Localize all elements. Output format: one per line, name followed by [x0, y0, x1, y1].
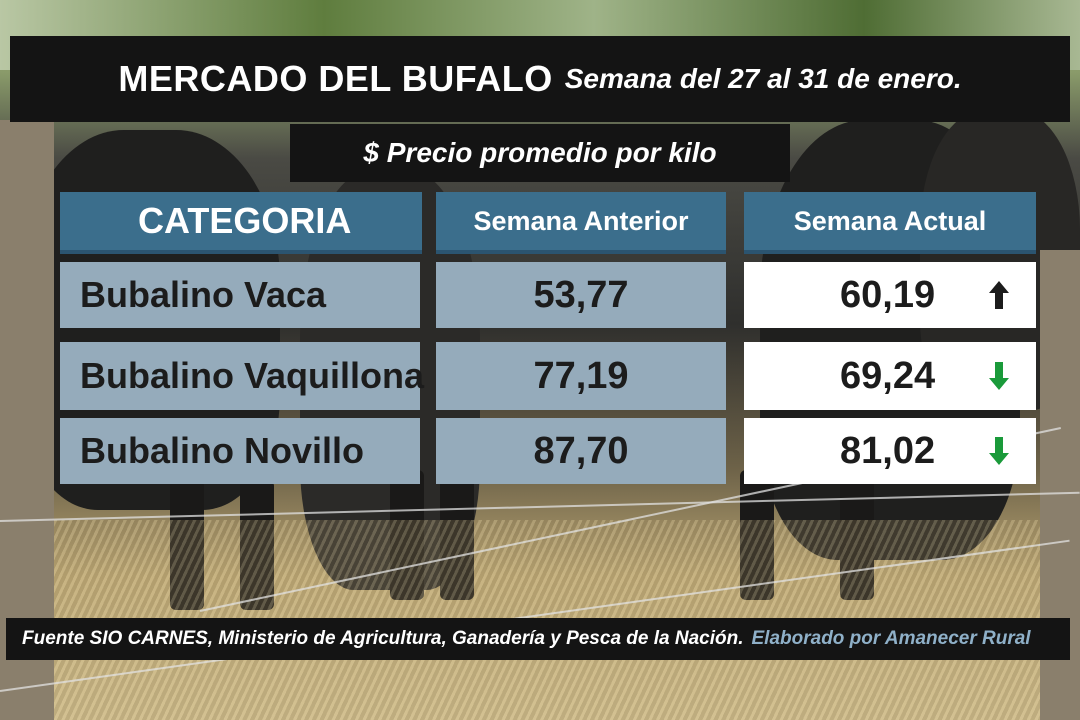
row-previous-value: 53,77 — [436, 262, 726, 328]
row-current-value: 69,24 — [840, 354, 936, 397]
arrow-down-icon — [988, 360, 1010, 392]
row-category-label: Bubalino Novillo — [60, 418, 420, 484]
buffalo-leg — [440, 470, 474, 600]
arrow-up-icon — [988, 279, 1010, 311]
source-footer: Fuente SIO CARNES, Ministerio de Agricul… — [6, 618, 1070, 660]
row-category-label: Bubalino Vaca — [60, 262, 420, 328]
row-previous-value: 87,70 — [436, 418, 726, 484]
row-current-value: 60,19 — [840, 273, 936, 316]
buffalo-leg — [390, 470, 424, 600]
title-banner: MERCADO DEL BUFALO Semana del 27 al 31 d… — [10, 36, 1070, 122]
buffalo-leg — [240, 480, 274, 610]
column-header-previous-week: Semana Anterior — [436, 192, 726, 254]
row-current-cell: 60,19 — [744, 262, 1036, 328]
column-header-category: CATEGORIA — [60, 192, 422, 254]
arrow-down-icon — [988, 435, 1010, 467]
source-text: Fuente SIO CARNES, Ministerio de Agricul… — [22, 628, 744, 649]
buffalo-leg — [170, 480, 204, 610]
row-category-label: Bubalino Vaquillona — [60, 342, 424, 410]
credit-text: Elaborado por Amanecer Rural — [751, 628, 1031, 649]
column-header-current-week: Semana Actual — [744, 192, 1036, 254]
week-subtitle: Semana del 27 al 31 de enero. — [564, 63, 962, 94]
row-current-value: 81,02 — [840, 429, 936, 472]
buffalo-leg — [840, 470, 874, 600]
unit-label: $ Precio promedio por kilo — [290, 124, 790, 182]
page-title: MERCADO DEL BUFALO — [118, 58, 553, 99]
row-previous-value: 77,19 — [436, 342, 726, 410]
row-current-cell: 81,02 — [744, 418, 1036, 484]
row-current-cell: 69,24 — [744, 342, 1036, 410]
